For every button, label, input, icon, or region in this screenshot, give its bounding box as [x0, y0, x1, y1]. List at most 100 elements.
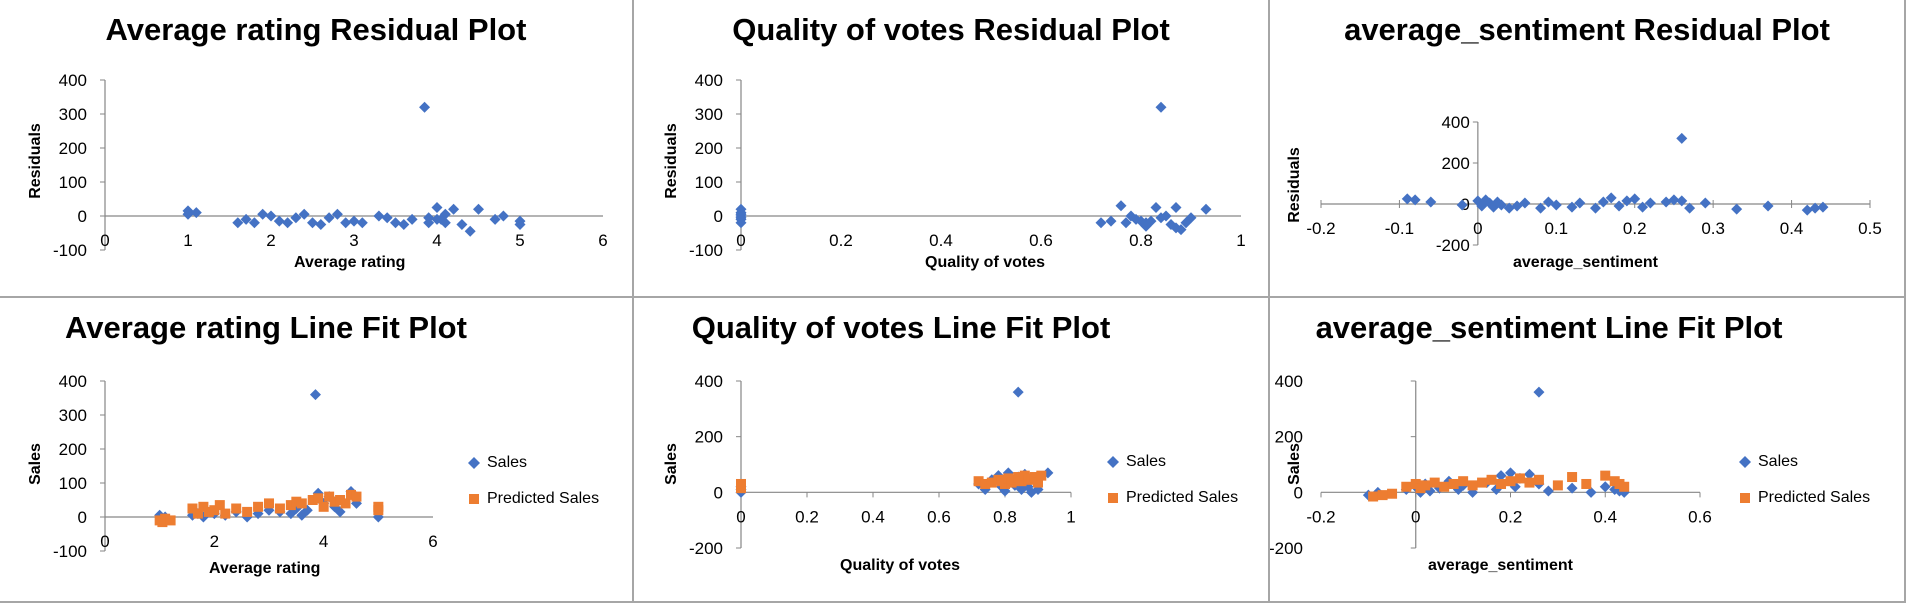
predicted-sales-point	[335, 495, 346, 505]
y-tick-label: 0	[1294, 483, 1303, 502]
predicted-sales-point	[296, 498, 307, 509]
predicted-sales-point	[1486, 474, 1497, 485]
sales-point	[1505, 467, 1516, 479]
predicted-sales-point	[373, 505, 384, 516]
square-marker-icon	[469, 494, 479, 504]
average-rating-line-fit-panel: Average rating Line Fit Plot -100 0 100 200…	[0, 298, 634, 603]
square-marker-icon	[1108, 493, 1118, 503]
predicted-sales-point	[1439, 481, 1450, 492]
y-tick-label: 200	[695, 139, 723, 158]
chart-title: Average rating Residual Plot	[105, 12, 527, 47]
sales-point	[309, 389, 321, 401]
residual-point	[398, 219, 410, 230]
predicted-sales-point	[285, 500, 296, 511]
sales-point	[1533, 386, 1545, 398]
x-tick-label: 6	[428, 532, 437, 551]
y-tick-label: 400	[1441, 113, 1469, 132]
x-tick-label: 5	[515, 231, 524, 250]
predicted-sales-point	[1387, 488, 1398, 499]
y-tick-label: 200	[1441, 154, 1469, 173]
y-tick-label: 300	[59, 406, 87, 425]
y-tick-label: -100	[53, 241, 87, 260]
residual-point	[1125, 210, 1137, 222]
residual-point	[1160, 210, 1172, 222]
predicted-sales-point	[1429, 477, 1440, 488]
predicted-sales-point	[351, 491, 362, 502]
residual-point	[240, 213, 252, 225]
residual-point	[1613, 200, 1625, 212]
predicted-sales-point	[220, 508, 231, 519]
residual-point	[1801, 204, 1813, 216]
predicted-sales-point	[1036, 470, 1047, 481]
predicted-sales-point	[1458, 476, 1469, 487]
residual-point	[419, 101, 431, 113]
sales-point	[979, 484, 991, 496]
y-tick-label: 200	[695, 428, 723, 447]
x-tick-label: 1	[1236, 231, 1245, 250]
y-tick-label: 400	[59, 71, 87, 90]
predicted-sales-point	[187, 503, 198, 514]
sales-point	[1016, 484, 1027, 496]
legend-label: Sales	[487, 454, 528, 471]
residual-point	[448, 203, 460, 215]
predicted-sales-point	[1401, 481, 1412, 492]
y-tick-label: 300	[695, 105, 723, 124]
x-tick-label: 2	[266, 231, 275, 250]
residual-point	[1175, 224, 1187, 236]
residual-point	[1155, 101, 1167, 113]
residual-point	[1637, 201, 1649, 213]
residual-point	[340, 217, 352, 229]
sales-point	[1495, 470, 1507, 482]
predicted-sales-point	[264, 498, 274, 509]
x-tick-label: 0.2	[829, 231, 853, 250]
y-tick-label: 400	[59, 372, 87, 391]
diamond-marker-icon	[1106, 455, 1120, 469]
predicted-sales-point	[1496, 478, 1507, 489]
residual-point	[1519, 197, 1531, 209]
residual-point	[514, 219, 526, 230]
y-axis-label: Sales	[663, 443, 680, 485]
legend-item-predicted-sales: Predicted Sales	[1740, 487, 1870, 509]
x-tick-label: 0.6	[927, 507, 951, 526]
sales-point	[1542, 485, 1554, 497]
y-tick-label: -200	[1270, 539, 1303, 558]
y-tick-label: 400	[695, 372, 723, 391]
residual-point	[373, 210, 385, 222]
y-tick-label: -100	[53, 542, 87, 561]
residual-point	[1762, 200, 1774, 212]
predicted-sales-point	[1524, 477, 1535, 488]
legend-item-predicted-sales: Predicted Sales	[1108, 487, 1238, 509]
residual-point	[1120, 217, 1132, 229]
legend-label: Predicted Sales	[487, 490, 600, 507]
residual-point	[406, 213, 418, 225]
residual-point	[1676, 195, 1688, 207]
x-tick-label: -0.2	[1306, 219, 1335, 238]
x-tick-label: 1	[183, 231, 192, 250]
x-tick-label: 0	[100, 532, 109, 551]
residual-point	[282, 217, 294, 229]
predicted-sales-point	[203, 506, 214, 517]
residual-point	[323, 212, 335, 224]
y-tick-label: -200	[1436, 236, 1470, 255]
y-tick-label: -100	[689, 241, 723, 260]
predicted-sales-point	[1567, 472, 1578, 483]
predicted-sales-point	[253, 501, 264, 512]
residual-point	[735, 212, 747, 224]
predicted-sales-point	[1029, 472, 1040, 483]
predicted-sales-point	[1505, 476, 1516, 487]
sales-point	[1032, 484, 1044, 496]
residual-point	[431, 202, 443, 213]
residual-point	[1597, 196, 1609, 208]
legend: Sales Predicted Sales	[1738, 451, 1870, 523]
residual-point	[1484, 197, 1496, 209]
x-tick-label: 0.2	[795, 507, 819, 526]
predicted-sales-point	[1448, 478, 1459, 489]
x-tick-label: 1	[1066, 507, 1075, 526]
residual-point	[1140, 220, 1152, 232]
predicted-sales-point	[291, 496, 302, 507]
residual-point	[348, 215, 360, 227]
y-tick-label: 200	[1275, 428, 1303, 447]
legend: Sales Predicted Sales	[1106, 451, 1238, 523]
predicted-sales-point	[1377, 490, 1388, 501]
